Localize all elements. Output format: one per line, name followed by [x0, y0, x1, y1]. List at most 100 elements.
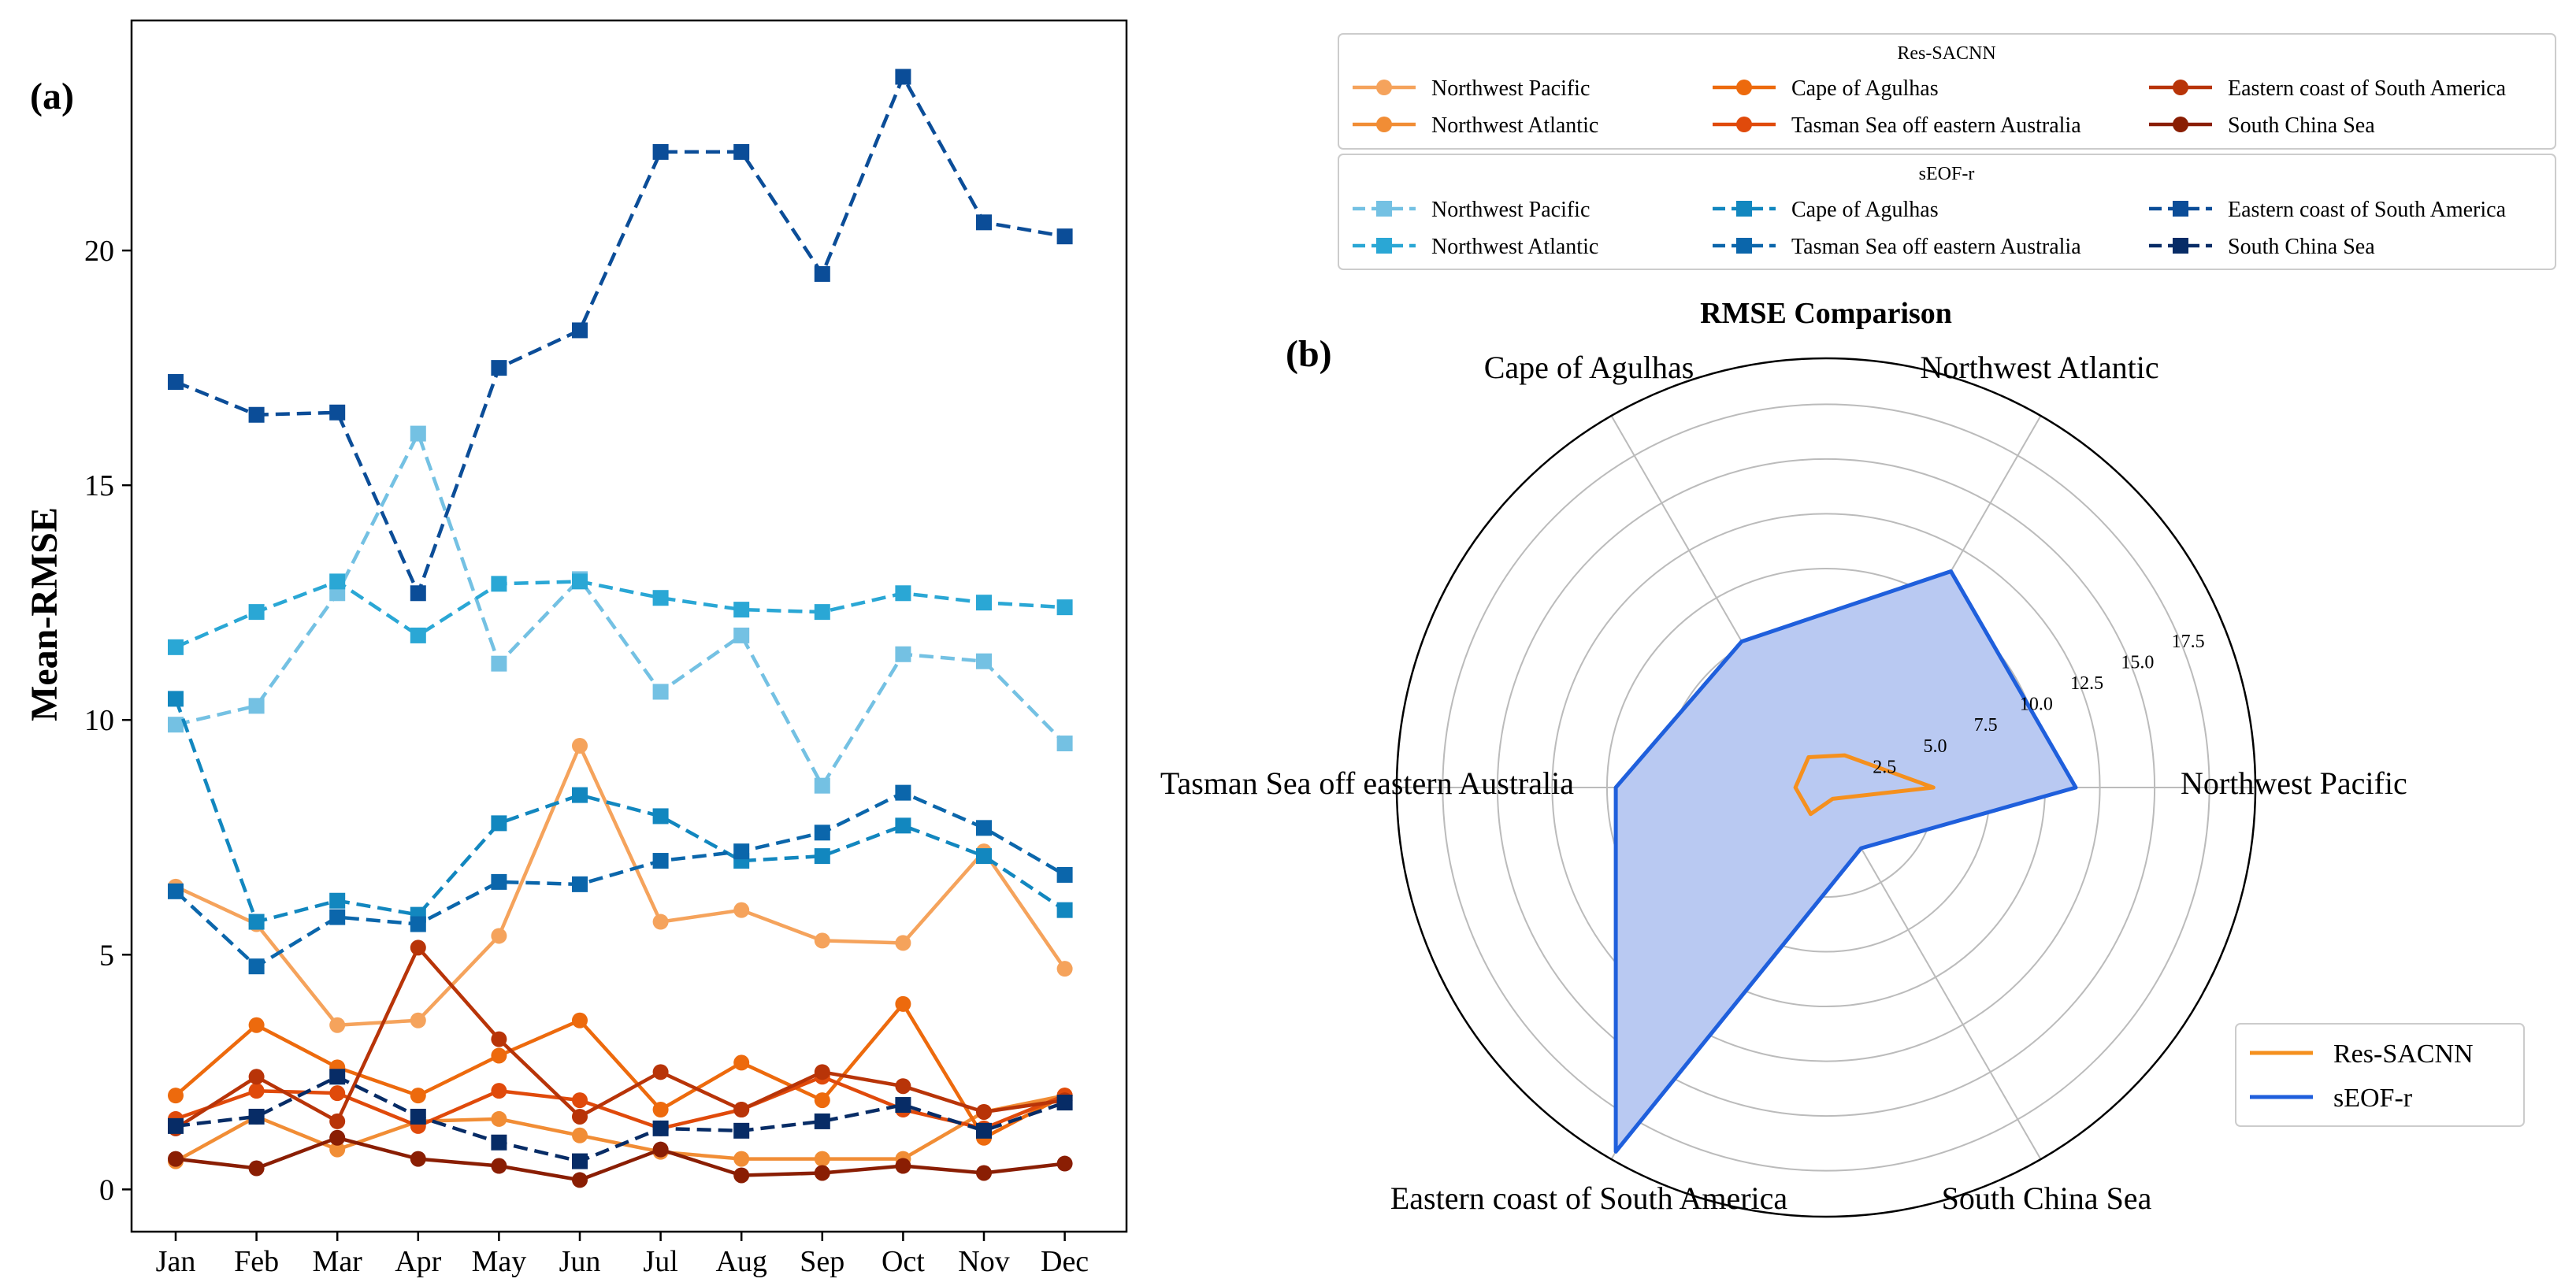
data-point: [572, 876, 588, 892]
data-point: [410, 1108, 426, 1125]
series-seof-r-northwest-pacific: [168, 425, 1073, 794]
x-tick-label: Mar: [313, 1245, 363, 1278]
data-point: [733, 602, 750, 618]
legend-label: South China Sea: [2228, 235, 2375, 259]
radial-tick-label: 17.5: [2172, 632, 2205, 652]
data-point: [814, 932, 830, 949]
data-point: [491, 1158, 507, 1174]
y-tick-label: 15: [84, 469, 114, 502]
data-point: [733, 1122, 750, 1139]
radar-frame: [1395, 357, 2257, 1218]
x-tick-label: Oct: [882, 1245, 925, 1278]
data-point: [733, 1102, 750, 1118]
data-point: [733, 627, 750, 643]
data-point: [652, 1141, 669, 1158]
x-tick-label: Apr: [395, 1245, 441, 1278]
data-point: [329, 404, 346, 421]
legend-label: Cape of Agulhas: [1791, 198, 1939, 222]
legend-marker: [2173, 238, 2188, 254]
data-point: [329, 1017, 346, 1033]
radial-tick-label: 10.0: [2020, 695, 2053, 715]
line-chart-panel: (a) Mean-RMSE 0 5 10 15 20 Jan Feb Mar Apr May Ju…: [24, 19, 1128, 1278]
data-point: [248, 604, 265, 621]
data-point: [572, 322, 588, 339]
data-point: [410, 1151, 426, 1167]
data-point: [1056, 599, 1073, 616]
data-point: [652, 853, 669, 869]
y-tick-label: 20: [84, 235, 114, 268]
data-point: [895, 69, 911, 85]
x-tick-label: May: [472, 1245, 527, 1278]
data-point: [491, 815, 507, 832]
data-point: [491, 873, 507, 890]
y-axis-label: Mean-RMSE: [24, 507, 65, 721]
legend-label: Cape of Agulhas: [1791, 76, 1939, 101]
data-point: [733, 1167, 750, 1184]
legend-marker: [2173, 80, 2188, 95]
series-line: [175, 432, 1067, 788]
data-point: [1056, 228, 1073, 245]
data-point: [168, 374, 184, 391]
legend-marker: [1376, 117, 1392, 132]
x-tick-label: Dec: [1041, 1245, 1089, 1278]
legend-marker: [2173, 117, 2188, 132]
radial-tick-label: 12.5: [2070, 673, 2103, 694]
series-line: [174, 791, 1066, 969]
data-point: [652, 914, 669, 930]
legend-marker: [1736, 201, 1752, 217]
series-line: [174, 1002, 1066, 1140]
panel-a-label: (a): [30, 76, 74, 117]
data-point: [895, 817, 911, 834]
legend-label: Tasman Sea off eastern Australia: [1791, 235, 2081, 259]
y-tick-label: 0: [99, 1173, 114, 1206]
legend-box-seof-r: [1338, 154, 2556, 270]
data-point: [814, 1113, 830, 1129]
data-point: [733, 1054, 750, 1071]
legend-item: South China Sea: [2149, 235, 2375, 259]
radial-tick-label: 7.5: [1974, 715, 1998, 736]
radar-axis-label: Cape of Agulhas: [1484, 350, 1694, 385]
data-point: [976, 1165, 992, 1181]
legend-item: South China Sea: [2149, 113, 2375, 138]
legend-label: South China Sea: [2228, 113, 2375, 138]
data-point: [410, 627, 426, 643]
data-point: [410, 1012, 426, 1028]
data-point: [491, 1134, 507, 1151]
data-point: [976, 1103, 992, 1120]
legend-label: Eastern coast of South America: [2228, 76, 2507, 101]
legend-item: Northwest Atlantic: [1353, 113, 1598, 138]
data-point: [895, 1097, 911, 1114]
legend-marker: [1736, 80, 1752, 95]
legend-marker: [1736, 117, 1752, 132]
legend-label: Tasman Sea off eastern Australia: [1791, 113, 2081, 138]
data-point: [733, 143, 750, 160]
data-point: [168, 1117, 184, 1134]
x-tick-label: Feb: [234, 1245, 279, 1278]
radar-axis-label: Northwest Pacific: [2181, 765, 2407, 801]
legend-title-seof-r: sEOF-r: [1919, 164, 1975, 184]
data-point: [329, 1085, 346, 1102]
data-point: [572, 573, 588, 590]
data-point: [1056, 1155, 1073, 1172]
legend-label: Northwest Atlantic: [1431, 235, 1598, 259]
data-point: [1056, 866, 1073, 883]
radial-tick-label: 15.0: [2121, 652, 2154, 673]
x-tick-label: Jan: [156, 1245, 196, 1278]
data-point: [248, 698, 265, 714]
data-point: [895, 1158, 911, 1174]
series-line: [174, 946, 1065, 1130]
data-point: [329, 892, 346, 909]
series-line: [175, 1075, 1066, 1131]
legend-item: Eastern coast of South America: [2149, 198, 2507, 222]
data-point: [491, 1110, 507, 1127]
data-point: [410, 916, 426, 932]
data-point: [895, 646, 911, 662]
y-tick-label: 5: [99, 939, 114, 972]
radar-chart-panel: (b) RMSE Comparison 2.5 5.0 7.5 10.0 12.5 15.…: [1160, 297, 2525, 1218]
data-point: [814, 1064, 830, 1080]
series-line: [175, 743, 1067, 1027]
y-tick-label: 10: [84, 704, 114, 737]
legend-item: Cape of Agulhas: [1713, 198, 1939, 222]
series-seof-r-cape-of-agulhas: [168, 691, 1073, 930]
